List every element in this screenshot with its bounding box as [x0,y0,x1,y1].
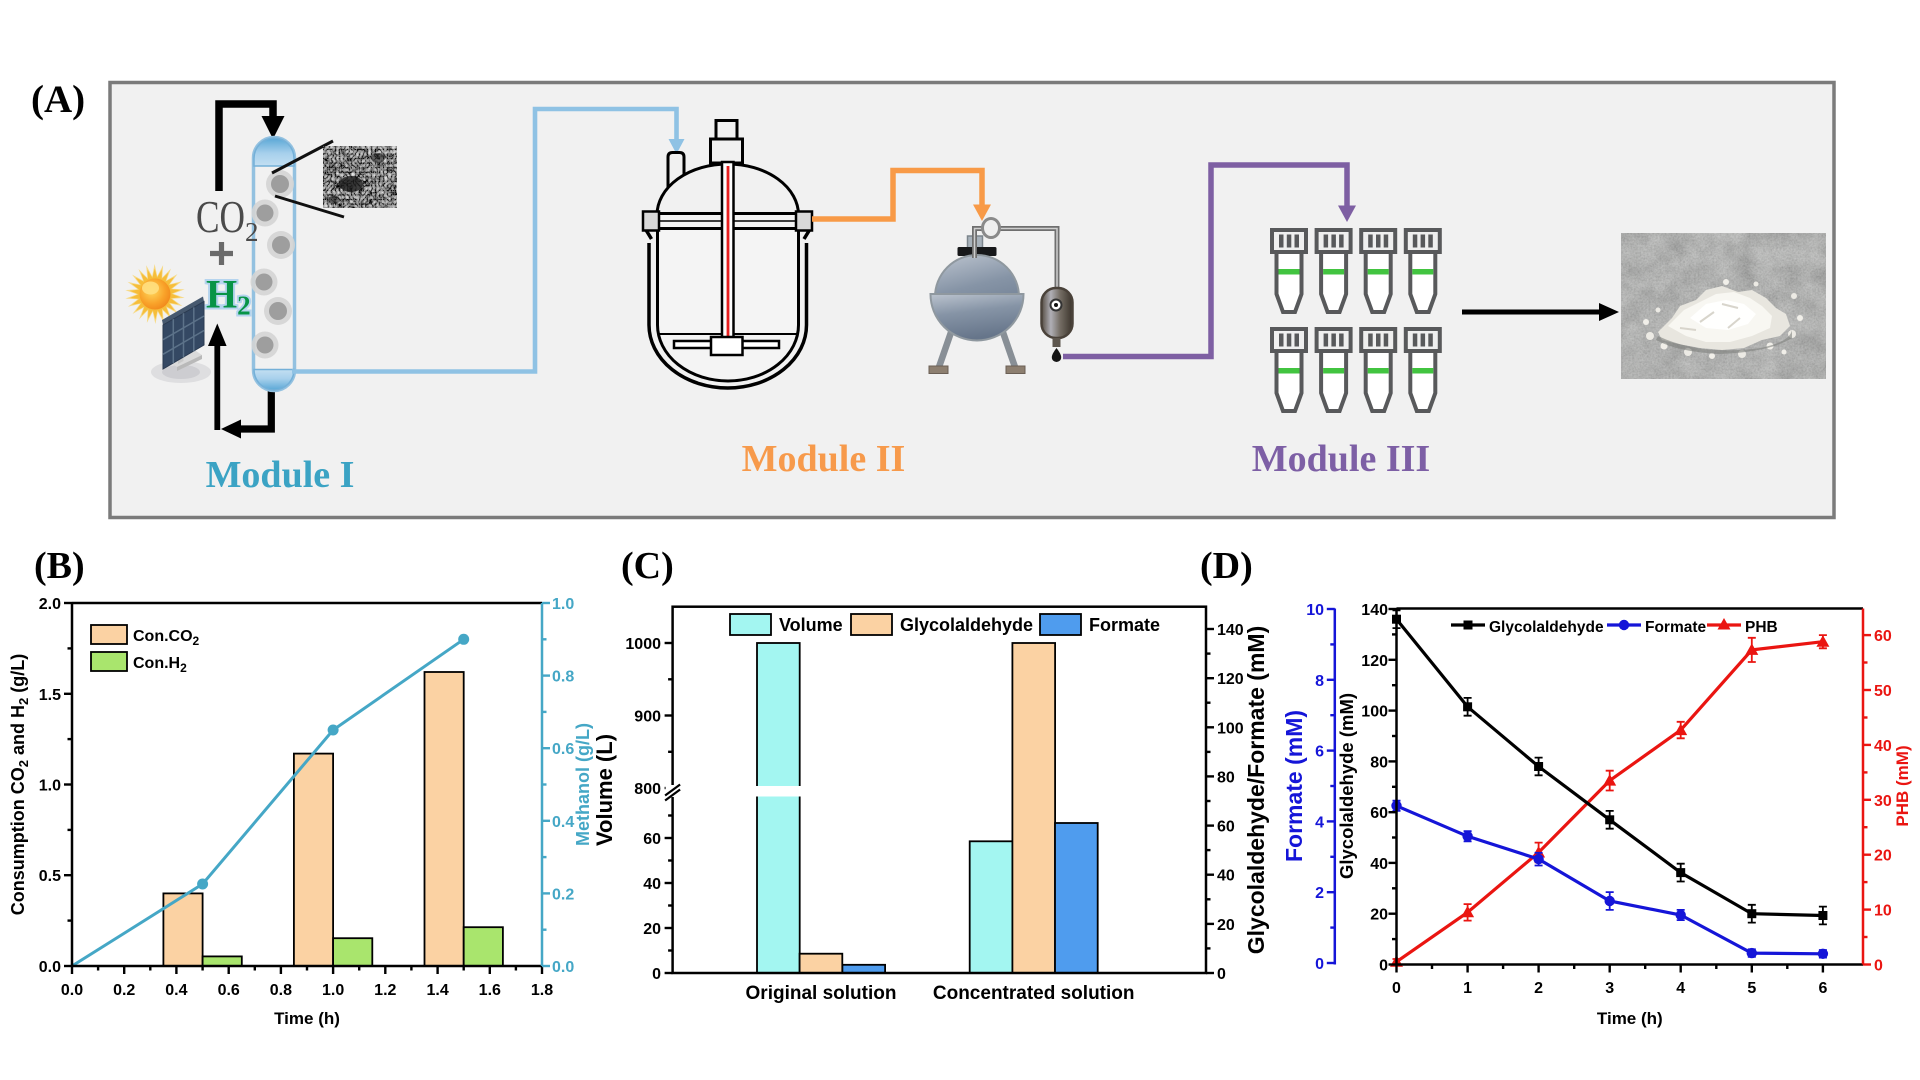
svg-text:Volume (L): Volume (L) [592,734,617,846]
svg-text:2: 2 [245,217,259,247]
svg-text:0: 0 [1315,956,1324,973]
svg-text:3: 3 [1605,980,1614,997]
svg-text:1.0: 1.0 [322,982,344,999]
svg-text:60: 60 [643,831,661,848]
svg-text:1.8: 1.8 [531,982,553,999]
svg-text:(B): (B) [34,545,85,587]
svg-text:2.0: 2.0 [39,596,61,613]
svg-text:120: 120 [1217,671,1244,688]
svg-text:0.6: 0.6 [218,982,240,999]
svg-text:0.6: 0.6 [552,741,574,758]
svg-text:120: 120 [1361,653,1388,670]
svg-text:80: 80 [1217,769,1235,786]
svg-text:Time (h): Time (h) [1597,1009,1663,1028]
svg-text:900: 900 [634,709,661,726]
svg-text:20: 20 [1370,907,1388,924]
svg-text:1.4: 1.4 [426,982,448,999]
svg-text:Formate (mM): Formate (mM) [1281,710,1307,862]
svg-text:140: 140 [1217,622,1244,639]
svg-text:2: 2 [1315,885,1324,902]
svg-text:60: 60 [1217,819,1235,836]
svg-text:H2: H2 [206,272,251,321]
svg-text:0: 0 [1874,958,1883,975]
svg-text:140: 140 [1361,602,1388,619]
svg-text:Glycolaldehyde (mM): Glycolaldehyde (mM) [1336,693,1357,879]
svg-text:60: 60 [1874,628,1892,645]
svg-text:Module II: Module II [742,438,906,480]
svg-text:10: 10 [1874,903,1892,920]
svg-text:(A): (A) [31,78,85,121]
svg-text:100: 100 [1217,720,1244,737]
svg-text:1.0: 1.0 [39,778,61,795]
svg-text:Original solution: Original solution [746,983,897,1004]
svg-text:Methanol (g/L): Methanol (g/L) [573,723,593,846]
svg-text:Con.CO2: Con.CO2 [133,628,200,648]
svg-text:4: 4 [1315,814,1324,831]
svg-text:30: 30 [1874,793,1892,810]
svg-text:40: 40 [1370,856,1388,873]
svg-text:40: 40 [1217,868,1235,885]
svg-text:10: 10 [1306,602,1324,619]
svg-text:40: 40 [643,876,661,893]
svg-text:0: 0 [1217,966,1226,983]
svg-text:6: 6 [1315,744,1324,761]
svg-text:Consumption CO2 and H2 (g/L): Consumption CO2 and H2 (g/L) [8,654,31,915]
svg-text:5: 5 [1747,980,1756,997]
svg-text:0.2: 0.2 [552,886,574,903]
svg-text:Formate: Formate [1645,619,1707,636]
svg-text:6: 6 [1818,980,1827,997]
svg-text:Formate: Formate [1089,615,1160,635]
svg-text:800: 800 [634,781,661,798]
svg-text:80: 80 [1370,754,1388,771]
svg-text:CO: CO [196,192,245,242]
svg-text:PHB: PHB [1745,619,1778,636]
svg-text:0.4: 0.4 [552,814,574,831]
svg-text:60: 60 [1370,805,1388,822]
svg-text:(D): (D) [1200,545,1253,587]
svg-text:(C): (C) [621,545,674,587]
svg-text:20: 20 [1217,917,1235,934]
svg-text:0: 0 [1392,980,1401,997]
svg-text:20: 20 [643,921,661,938]
svg-text:2: 2 [1534,980,1543,997]
svg-text:40: 40 [1874,738,1892,755]
svg-text:0.8: 0.8 [552,669,574,686]
svg-text:Glycolaldehyde/Formate (mM): Glycolaldehyde/Formate (mM) [1243,626,1269,954]
svg-text:1000: 1000 [625,636,661,653]
svg-text:Module I: Module I [206,454,355,496]
svg-text:Time (h): Time (h) [274,1009,340,1028]
svg-text:PHB (mM): PHB (mM) [1893,745,1912,826]
svg-text:50: 50 [1874,683,1892,700]
svg-text:0.0: 0.0 [552,959,574,976]
svg-text:Module III: Module III [1252,438,1430,480]
svg-text:0.5: 0.5 [39,868,61,885]
svg-text:Volume: Volume [779,615,843,635]
svg-text:1: 1 [1463,980,1472,997]
svg-text:0.0: 0.0 [61,982,83,999]
svg-text:1.5: 1.5 [39,687,61,704]
svg-text:Con.H2: Con.H2 [133,655,187,675]
svg-text:0: 0 [652,966,661,983]
svg-text:20: 20 [1874,848,1892,865]
svg-text:4: 4 [1676,980,1685,997]
svg-text:0.8: 0.8 [270,982,292,999]
svg-text:0.2: 0.2 [113,982,135,999]
svg-text:1.0: 1.0 [552,596,574,613]
svg-text:0: 0 [1379,958,1388,975]
svg-text:Glycolaldehyde: Glycolaldehyde [1489,619,1604,636]
svg-text:100: 100 [1361,704,1388,721]
svg-text:Concentrated solution: Concentrated solution [933,983,1135,1004]
svg-text:1.2: 1.2 [374,982,396,999]
svg-text:0.0: 0.0 [39,959,61,976]
svg-text:8: 8 [1315,673,1324,690]
svg-text:1.6: 1.6 [479,982,501,999]
svg-text:Glycolaldehyde: Glycolaldehyde [900,615,1033,635]
svg-text:0.4: 0.4 [165,982,187,999]
